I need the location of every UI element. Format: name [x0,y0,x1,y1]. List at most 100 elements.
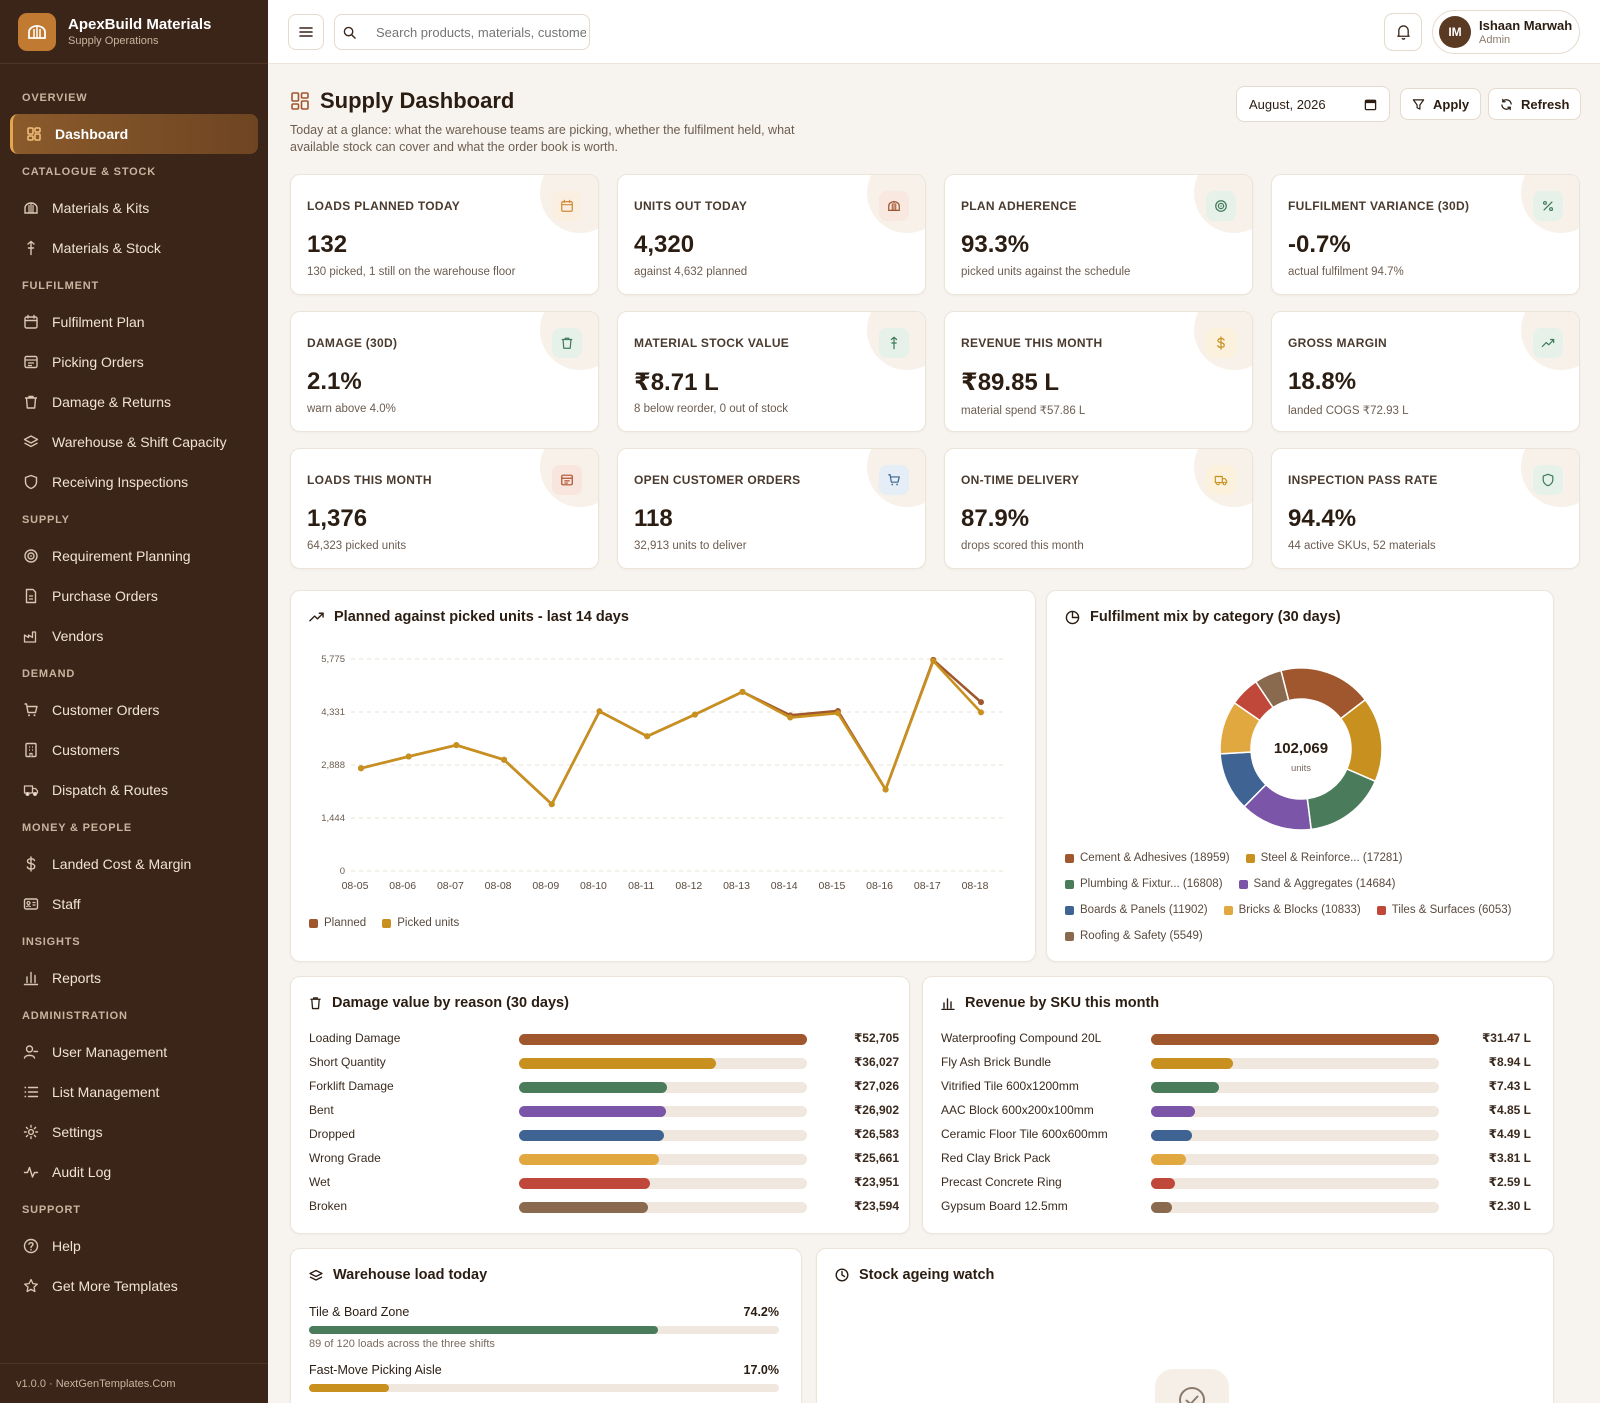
sidebar-item-customers[interactable]: Customers [10,730,258,770]
legend-item[interactable]: Tiles & Surfaces (6053) [1376,904,1512,916]
apply-button[interactable]: Apply [1400,88,1482,120]
bar-row[interactable]: Loading Damage ₹52,705 [309,1031,899,1047]
sidebar-item-dashboard[interactable]: Dashboard [10,114,258,154]
legend-item[interactable]: Bricks & Blocks (10833) [1223,904,1361,916]
bar-row[interactable]: Gypsum Board 12.5mm ₹2.30 L [941,1199,1531,1215]
kpi-card: PLAN ADHERENCE 93.3% picked units against … [944,174,1253,295]
data-point[interactable] [882,786,889,793]
data-point[interactable] [405,753,412,760]
data-point[interactable] [978,699,984,706]
data-point[interactable] [834,710,841,717]
line-card-title-text: Planned against picked units - last 14 d… [334,609,629,625]
search-box[interactable] [334,14,590,50]
kpi-card: UNITS OUT TODAY 4,320 against 4,632 planne… [617,174,926,295]
x-tick-label: 08-12 [675,880,702,892]
bar-row[interactable]: Wrong Grade ₹25,661 [309,1151,899,1167]
sidebar-item-materials-stock[interactable]: Materials & Stock [10,228,258,268]
bar-row[interactable]: Waterproofing Compound 20L ₹31.47 L [941,1031,1531,1047]
data-point[interactable] [548,801,555,808]
legend-item[interactable]: Planned [309,917,366,929]
legend-item[interactable]: Sand & Aggregates (14684) [1238,878,1395,890]
data-point[interactable] [453,742,460,749]
brand[interactable]: ApexBuild Materials Supply Operations [0,0,268,64]
sidebar-item-audit-log[interactable]: Audit Log [10,1152,258,1192]
legend-item[interactable]: Boards & Panels (11902) [1065,904,1208,916]
legend-item[interactable]: Plumbing & Fixtur... (16808) [1065,878,1223,890]
sidebar-item-requirement-planning[interactable]: Requirement Planning [10,536,258,576]
warehouse-value: 17.0% [743,1363,779,1377]
sidebar-item-help[interactable]: Help [10,1226,258,1266]
legend-label: Tiles & Surfaces (6053) [1391,904,1512,916]
legend-item[interactable]: Cement & Adhesives (18959) [1065,852,1230,864]
sidebar-item-customer-orders[interactable]: Customer Orders [10,690,258,730]
sidebar-item-get-more-templates[interactable]: Get More Templates [10,1266,258,1306]
bar-row[interactable]: Red Clay Brick Pack ₹3.81 L [941,1151,1531,1167]
refresh-button[interactable]: Refresh [1488,88,1582,120]
legend-item[interactable]: Roofing & Safety (5549) [1065,930,1203,942]
legend-item[interactable]: Picked units [382,917,459,929]
sidebar-item-reports[interactable]: Reports [10,958,258,998]
layers-icon [22,433,40,451]
bar-row[interactable]: Ceramic Floor Tile 600x600mm ₹4.49 L [941,1127,1531,1143]
shield-icon [22,473,40,491]
user-menu[interactable]: IM Ishaan Marwah Admin [1432,10,1580,54]
kpi-subtext: 32,913 units to deliver [634,540,747,552]
bar-row[interactable]: Short Quantity ₹36,027 [309,1055,899,1071]
warehouse-row[interactable]: Tile & Board Zone 74.2% 89 of 120 loads ac… [309,1305,779,1350]
sidebar-item-warehouse-shift-capacity[interactable]: Warehouse & Shift Capacity [10,422,258,462]
bar-row[interactable]: Bent ₹26,902 [309,1103,899,1119]
sidebar-item-user-management[interactable]: User Management [10,1032,258,1072]
sidebar-item-picking-orders[interactable]: Picking Orders [10,342,258,382]
bar-row[interactable]: Fly Ash Brick Bundle ₹8.94 L [941,1055,1531,1071]
bar-label: Red Clay Brick Pack [941,1151,1051,1165]
donut-slice[interactable] [1254,669,1290,709]
kpi-subtext: drops scored this month [961,540,1084,552]
help-icon [22,1237,40,1255]
sidebar-item-staff[interactable]: Staff [10,884,258,924]
sidebar-item-receiving-inspections[interactable]: Receiving Inspections [10,462,258,502]
bar-row[interactable]: Broken ₹23,594 [309,1199,899,1215]
menu-toggle-button[interactable] [288,14,324,50]
donut-center-value: 102,069 [1274,740,1328,757]
donut-slice[interactable] [1306,767,1377,831]
apply-label: Apply [1433,96,1470,112]
data-point[interactable] [930,658,937,665]
page-header: Supply Dashboard [290,88,514,114]
data-point[interactable] [501,756,508,763]
kpi-label: PLAN ADHERENCE [961,199,1077,213]
kpi-label: DAMAGE (30D) [307,336,398,350]
legend-item[interactable]: Steel & Reinforce... (17281) [1245,852,1403,864]
bar-row[interactable]: Dropped ₹26,583 [309,1127,899,1143]
data-point[interactable] [978,709,984,716]
trend-icon [1533,328,1563,358]
month-picker[interactable]: August, 2026 [1236,86,1390,122]
sidebar-item-damage-returns[interactable]: Damage & Returns [10,382,258,422]
data-point[interactable] [787,714,794,721]
data-point[interactable] [358,765,364,772]
sidebar-item-label: Warehouse & Shift Capacity [52,434,227,450]
kits-icon [22,199,40,217]
bar-value: ₹8.94 L [1488,1055,1531,1069]
data-point[interactable] [596,708,603,715]
search-input[interactable] [376,24,586,40]
sidebar-item-vendors[interactable]: Vendors [10,616,258,656]
sidebar-item-list-management[interactable]: List Management [10,1072,258,1112]
data-point[interactable] [691,711,698,718]
sidebar-item-purchase-orders[interactable]: Purchase Orders [10,576,258,616]
sidebar-item-dispatch-routes[interactable]: Dispatch & Routes [10,770,258,810]
sidebar-item-materials-kits[interactable]: Materials & Kits [10,188,258,228]
bar-track [519,1058,807,1069]
sidebar-item-settings[interactable]: Settings [10,1112,258,1152]
bar-row[interactable]: Vitrified Tile 600x1200mm ₹7.43 L [941,1079,1531,1095]
bar-row[interactable]: Precast Concrete Ring ₹2.59 L [941,1175,1531,1191]
factory-icon [22,627,40,645]
warehouse-row[interactable]: Fast-Move Picking Aisle 17.0% [309,1363,779,1392]
bar-row[interactable]: Forklift Damage ₹27,026 [309,1079,899,1095]
data-point[interactable] [644,733,651,740]
sidebar-item-landed-cost-margin[interactable]: Landed Cost & Margin [10,844,258,884]
data-point[interactable] [739,688,746,695]
bar-row[interactable]: AAC Block 600x200x100mm ₹4.85 L [941,1103,1531,1119]
sidebar-item-fulfilment-plan[interactable]: Fulfilment Plan [10,302,258,342]
notifications-button[interactable] [1384,13,1422,51]
bar-row[interactable]: Wet ₹23,951 [309,1175,899,1191]
